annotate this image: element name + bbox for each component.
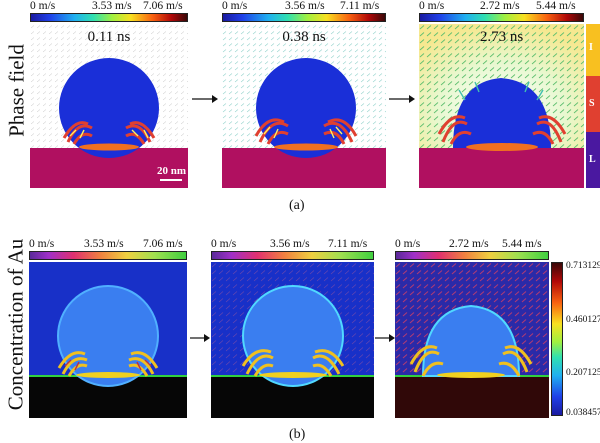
row-b-label: Concentration of Au xyxy=(3,238,28,411)
time-label: 2.73 ns xyxy=(479,29,524,45)
velocity-colorbar-a2 xyxy=(222,13,386,22)
vortex-left xyxy=(254,118,289,145)
vortex-right xyxy=(323,118,358,145)
concentration-colorbar xyxy=(551,262,563,416)
phase-field-panel-a1 xyxy=(30,24,188,188)
arrow-right-icon xyxy=(389,95,415,103)
colorbar-min-label: 0 m/s xyxy=(222,0,248,12)
phase-field-panel-a2 xyxy=(222,24,386,188)
droplet xyxy=(57,285,159,387)
colorbar-max-label: 7.11 m/s xyxy=(328,238,368,250)
velocity-colorbar-a1 xyxy=(30,13,188,22)
vortex-right xyxy=(532,115,567,145)
colorbar-mid-label: 3.56 m/s xyxy=(270,238,310,250)
vortex-left xyxy=(409,345,444,377)
substrate xyxy=(395,376,549,418)
droplet xyxy=(256,58,356,158)
colorbar-mid-label: 3.56 m/s xyxy=(285,0,325,12)
vortex-right xyxy=(498,345,533,377)
colorbar-min-label: 0 m/s xyxy=(29,238,55,250)
caption-a: (a) xyxy=(289,198,305,213)
velocity-colorbar-b2 xyxy=(211,251,374,260)
phase-legend-s-label: S xyxy=(589,98,595,109)
concentration-mid-high-label: 0.460127 xyxy=(566,315,600,325)
colorbar-mid-label: 3.53 m/s xyxy=(84,238,124,250)
colorbar-min-label: 0 m/s xyxy=(419,0,445,12)
phase-legend-l xyxy=(586,132,600,188)
vortex-left xyxy=(437,115,472,145)
phase-legend-l-label: L xyxy=(589,154,596,165)
phase-field-plot xyxy=(222,24,386,188)
concentration-min-label: 0.038457 xyxy=(566,408,600,418)
vortex-left xyxy=(241,349,274,377)
colorbar-min-label: 0 m/s xyxy=(395,238,421,250)
droplet xyxy=(453,78,551,148)
caption-b: (b) xyxy=(289,427,306,442)
row-a-label: Phase field xyxy=(4,44,29,137)
arrow-right-icon xyxy=(375,334,395,342)
time-label: 0.11 ns xyxy=(87,29,131,45)
colorbar-max-label: 5.44 m/s xyxy=(536,0,576,12)
concentration-plot xyxy=(395,262,549,418)
colorbar-mid-label: 2.72 m/s xyxy=(449,238,489,250)
colorbar-mid-label: 3.53 m/s xyxy=(92,0,132,12)
interface-layer xyxy=(274,143,338,151)
colorbar-min-label: 0 m/s xyxy=(30,0,56,12)
concentration-plot xyxy=(211,262,374,418)
time-label: 0.38 ns xyxy=(282,29,326,45)
colorbar-min-label: 0 m/s xyxy=(211,238,237,250)
concentration-max-label: 0.713129 xyxy=(566,261,600,271)
concentration-panel-b1 xyxy=(29,262,187,418)
arrow-right-icon xyxy=(192,95,218,103)
interface-layer xyxy=(79,143,139,151)
phase-legend: I S L xyxy=(586,24,600,188)
velocity-colorbar-a3 xyxy=(419,13,584,22)
concentration-mid-low-label: 0.207125 xyxy=(566,368,600,378)
concentration-plot xyxy=(29,262,187,418)
phase-field-plot xyxy=(419,24,584,188)
colorbar-max-label: 5.44 m/s xyxy=(502,238,542,250)
colorbar-mid-label: 2.72 m/s xyxy=(480,0,520,12)
interface-layer xyxy=(466,143,538,151)
vortex-right xyxy=(125,121,156,145)
concentration-panel-b3 xyxy=(395,262,549,418)
phase-legend-i-label: I xyxy=(589,42,593,53)
droplet xyxy=(242,285,344,387)
phase-field-panel-a3 xyxy=(419,24,584,188)
arrow-right-icon xyxy=(190,334,210,342)
colorbar-max-label: 7.06 m/s xyxy=(143,238,183,250)
phase-legend-i xyxy=(586,24,600,76)
vortex-right xyxy=(312,349,345,377)
colorbar-max-label: 7.11 m/s xyxy=(340,0,380,12)
substrate xyxy=(419,148,584,188)
phase-field-plot xyxy=(30,24,188,188)
colorbar-max-label: 7.06 m/s xyxy=(143,0,183,12)
phase-legend-s xyxy=(586,76,600,132)
concentration-panel-b2 xyxy=(211,262,374,418)
vortex-left xyxy=(62,121,93,145)
velocity-colorbar-b3 xyxy=(395,251,549,260)
scale-bar-label: 20 nm xyxy=(157,165,187,177)
velocity-colorbar-b1 xyxy=(29,251,187,260)
